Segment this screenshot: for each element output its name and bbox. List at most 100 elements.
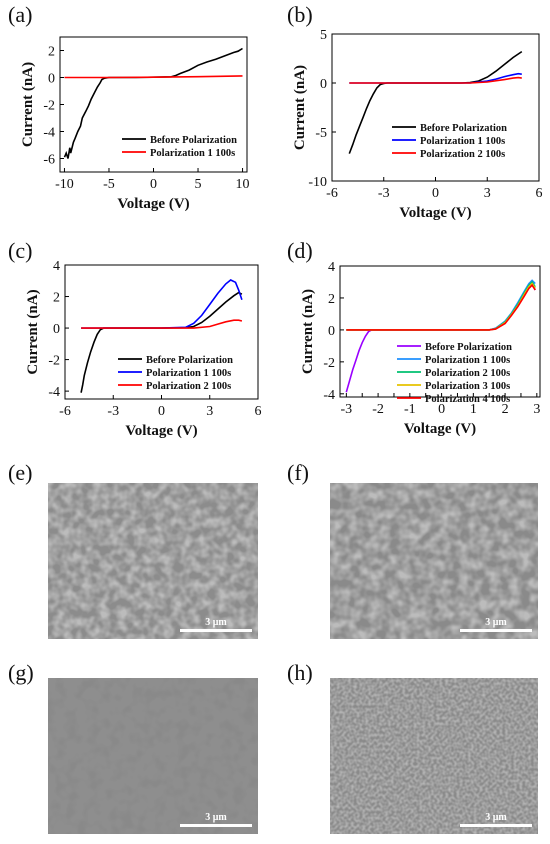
y-tick-label: 0: [48, 72, 55, 87]
y-tick-label: 2: [48, 45, 55, 60]
y-tick-label: -4: [43, 126, 55, 141]
legend-label: Before Polarization: [150, 135, 237, 146]
x-tick-label: 1: [470, 402, 477, 417]
x-tick-label: -1: [404, 402, 416, 417]
legend-label: Before Polarization: [420, 123, 507, 134]
scale-bar-label: 3 μm: [485, 617, 507, 628]
scale-bar-label: 3 μm: [205, 617, 227, 628]
y-tick-label: -6: [43, 153, 55, 168]
y-axis-title: Current (nA): [292, 65, 308, 150]
sem-texture: [330, 678, 538, 834]
panel-label: (c): [8, 238, 32, 263]
chart-panel-c: (c) -6 -3 0 3 6 -4 -2 0 2 4 Voltage (V) Current (nA)…: [8, 238, 262, 439]
x-tick-label: 6: [255, 404, 262, 419]
x-tick-label: -3: [378, 186, 390, 201]
panel-label: (b): [287, 2, 313, 27]
series-line-3: [346, 280, 536, 331]
y-tick-label: 5: [320, 28, 327, 43]
x-axis-title: Voltage (V): [125, 423, 197, 439]
scale-bar: [180, 824, 252, 827]
y-tick-label: -5: [315, 126, 327, 141]
panel-label: (e): [8, 460, 32, 485]
chart-panel-d: (d) -3 -2 -1 0 1 2 3 -4 -2 0 2 4 Voltage (V) Current (…: [287, 238, 541, 437]
x-tick-label: 2: [502, 402, 509, 417]
y-tick-label: 2: [328, 292, 335, 307]
series-line-4: [346, 282, 536, 331]
plot-frame: [339, 265, 541, 398]
chart-panel-a: (a) -10 -5 0 5 10 -6 -4 -2 0 2 Voltage (V) Current (…: [8, 2, 250, 212]
x-tick-label: -10: [55, 177, 74, 192]
x-axis-title: Voltage (V): [404, 421, 476, 437]
sem-panel-f: (f) 3 μm: [287, 460, 538, 639]
y-tick-label: 0: [53, 322, 60, 337]
scale-bar-label: 3 μm: [205, 812, 227, 823]
series-line-3: [81, 319, 243, 329]
legend-label: Polarization 4 100s: [425, 394, 510, 405]
panel-label: (g): [8, 660, 34, 685]
x-tick-label: 3: [484, 186, 491, 201]
sem-micrographs: (e) 3 μm (f) 3 μm (g) 3 μm (h) 3 μm: [8, 460, 538, 834]
y-tick-label: -2: [43, 99, 55, 114]
y-tick-label: 0: [320, 77, 327, 92]
y-tick-label: 4: [53, 259, 60, 274]
scale-bar: [180, 629, 252, 632]
x-tick-label: -6: [59, 404, 71, 419]
sem-texture: [48, 678, 258, 834]
sem-texture: [48, 483, 258, 639]
sem-panel-g: (g) 3 μm: [8, 660, 258, 834]
legend-label: Polarization 2 100s: [420, 149, 505, 160]
y-tick-label: -4: [48, 385, 60, 400]
series-line-2: [349, 72, 522, 84]
panel-label: (d): [287, 238, 313, 263]
sem-panel-e: (e) 3 μm: [8, 460, 258, 639]
y-tick-label: -4: [323, 388, 335, 403]
x-tick-label: 0: [432, 186, 439, 201]
scale-bar: [460, 629, 532, 632]
panel-label: (a): [8, 2, 32, 27]
chart-panel-b: (b) -6 -3 0 3 6 -10 -5 0 5 Voltage (V) Current (nA)…: [287, 2, 543, 221]
series-line-5: [346, 283, 536, 331]
y-axis-title: Current (nA): [300, 289, 316, 374]
series-line-3: [349, 76, 522, 84]
legend-label: Polarization 2 100s: [146, 381, 231, 392]
y-tick-label: 2: [53, 291, 60, 306]
series-line-1: [63, 47, 243, 159]
sem-texture: [330, 483, 538, 639]
legend-label: Before Polarization: [425, 342, 512, 353]
x-tick-label: 0: [158, 404, 165, 419]
series-line-2: [81, 279, 243, 329]
legend-label: Polarization 1 100s: [146, 368, 231, 379]
x-tick-label: 0: [150, 177, 157, 192]
x-tick-label: -2: [372, 402, 384, 417]
scale-bar: [460, 824, 532, 827]
legend-label: Polarization 3 100s: [425, 381, 510, 392]
x-tick-label: -3: [107, 404, 119, 419]
legend-label: Polarization 1 100s: [425, 355, 510, 366]
x-tick-label: -3: [341, 402, 353, 417]
panel-label: (h): [287, 660, 313, 685]
x-tick-label: 3: [533, 402, 540, 417]
x-axis-title: Voltage (V): [399, 205, 471, 221]
x-tick-label: -6: [326, 186, 338, 201]
legend-label: Before Polarization: [146, 355, 233, 366]
y-tick-label: -2: [323, 356, 335, 371]
scale-bar-label: 3 μm: [485, 812, 507, 823]
x-tick-label: 6: [536, 186, 543, 201]
sem-panel-h: (h) 3 μm: [287, 660, 538, 834]
legend-label: Polarization 2 100s: [425, 368, 510, 379]
y-axis-title: Current (nA): [20, 62, 36, 147]
y-tick-label: 0: [328, 324, 335, 339]
legend-label: Polarization 1 100s: [150, 148, 235, 159]
y-tick-label: 4: [328, 260, 335, 275]
x-tick-label: 3: [206, 404, 213, 419]
series-line-2: [64, 75, 243, 79]
x-tick-label: -5: [103, 177, 115, 192]
y-axis-title: Current (nA): [25, 289, 41, 374]
y-tick-label: -2: [48, 354, 60, 369]
panel-label: (f): [287, 460, 309, 485]
y-tick-label: -10: [308, 175, 327, 190]
x-tick-label: 10: [236, 177, 250, 192]
legend-label: Polarization 1 100s: [420, 136, 505, 147]
